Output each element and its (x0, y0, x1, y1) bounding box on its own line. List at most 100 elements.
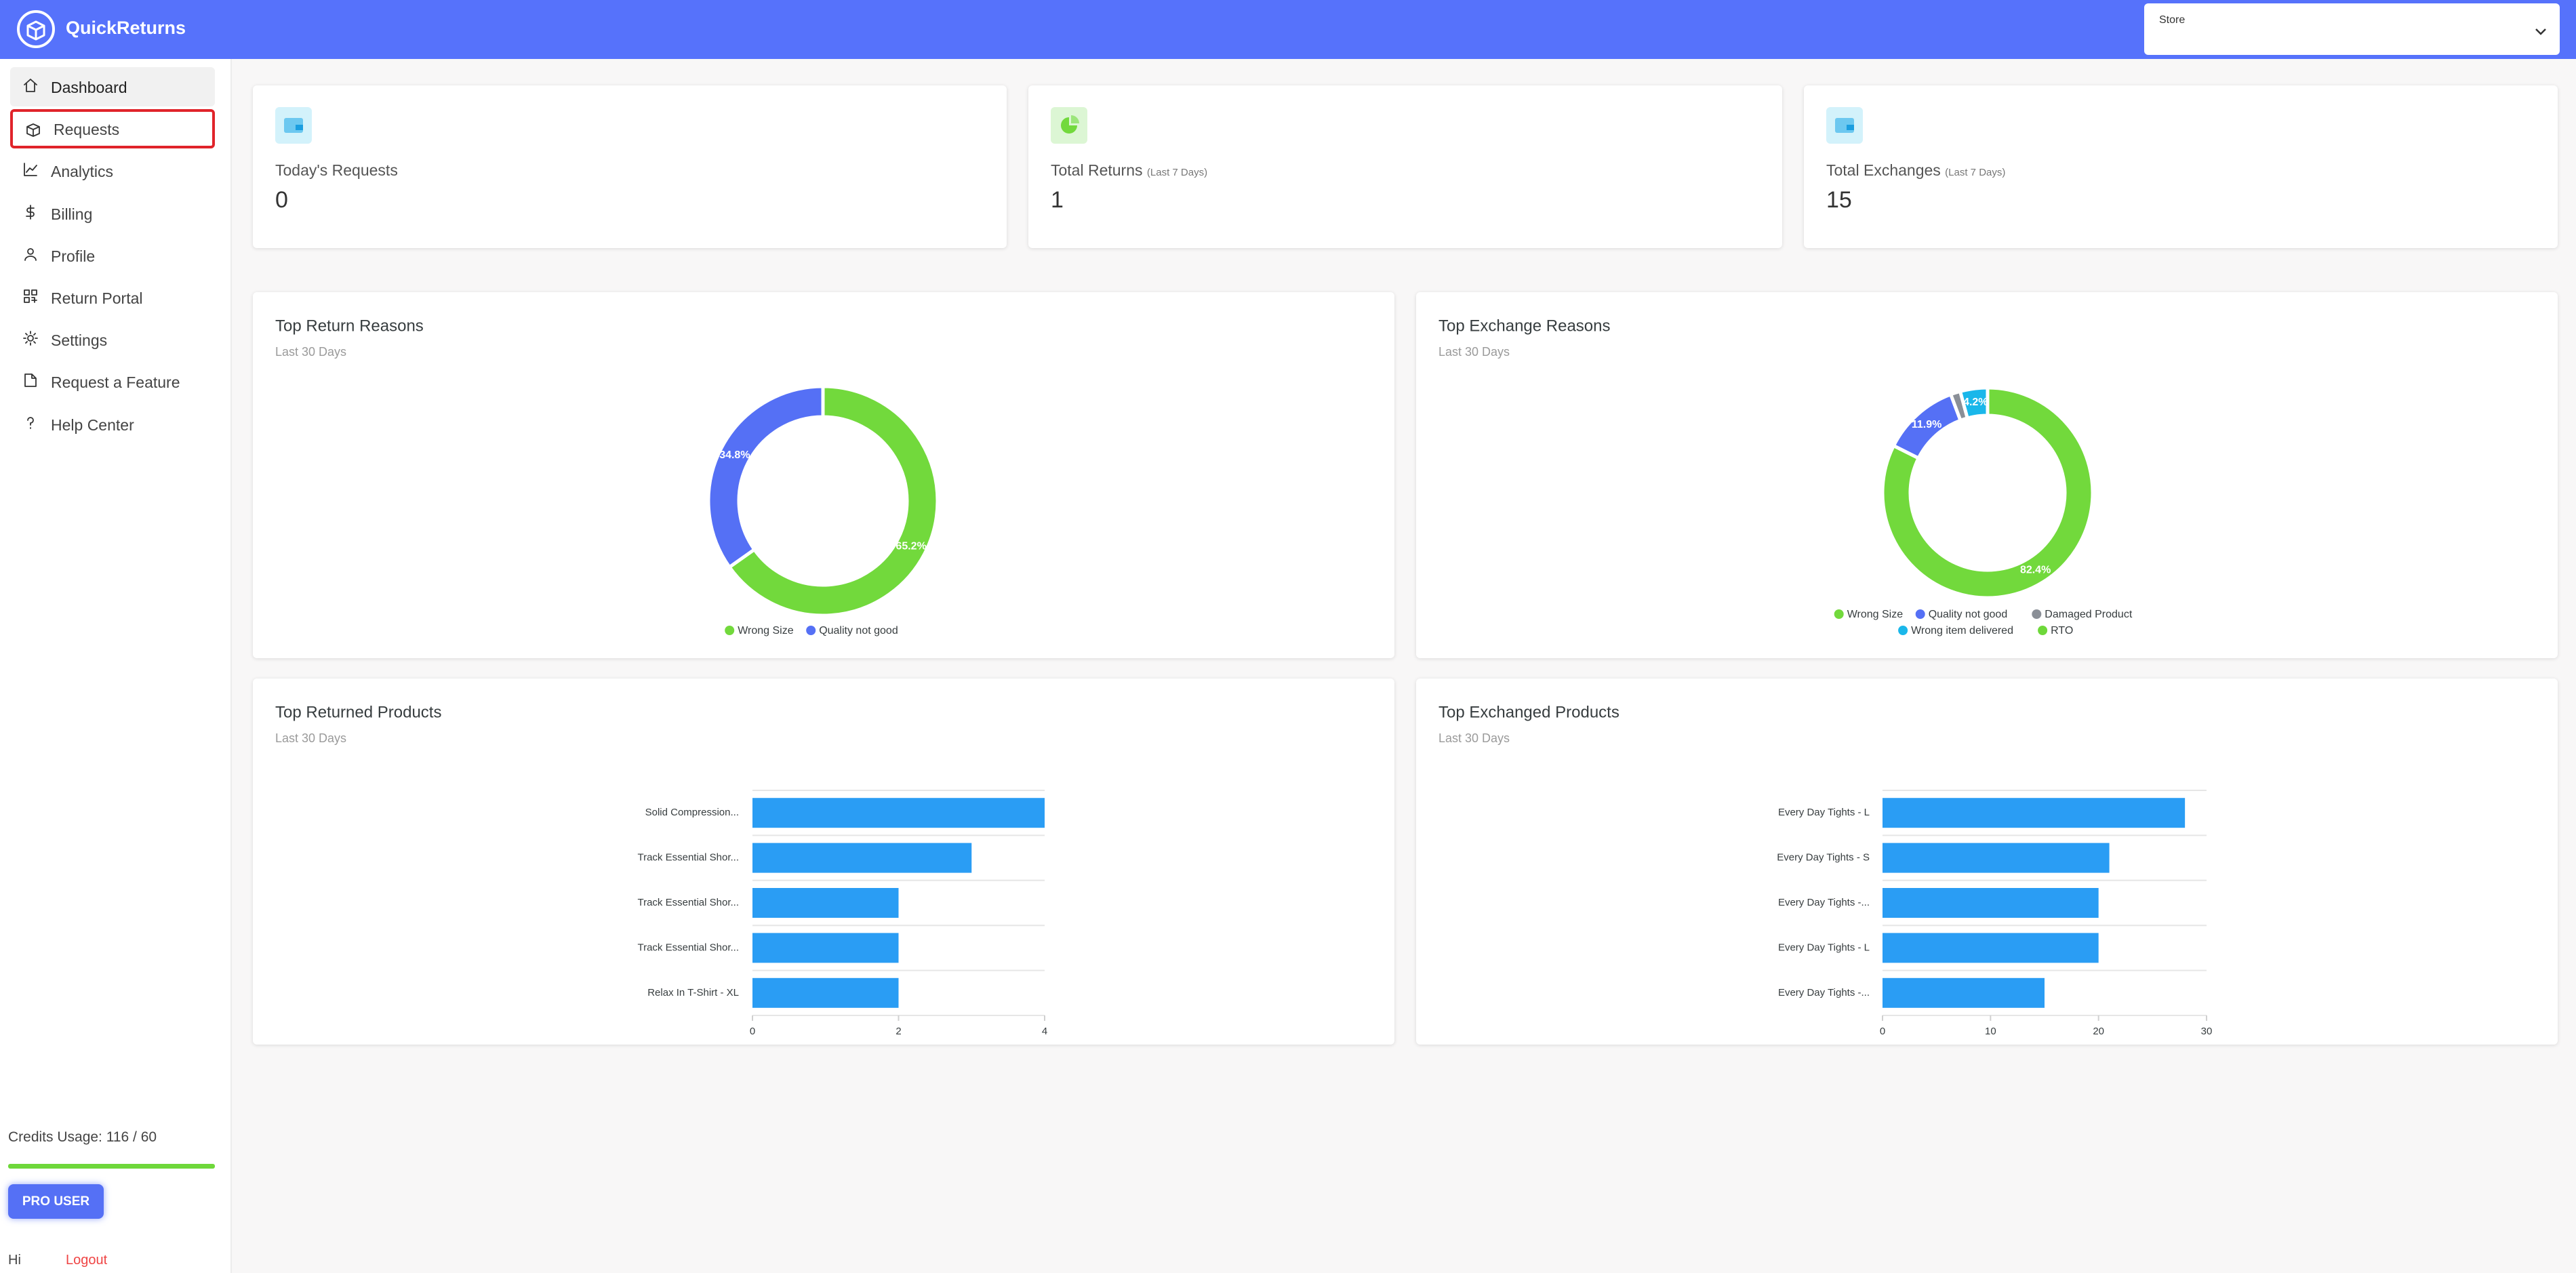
x-tick-label: 30 (2201, 1026, 2213, 1037)
y-tick-label: Solid Compression... (645, 807, 739, 818)
nav-item[interactable]: Profile (10, 236, 215, 275)
bar (752, 843, 972, 873)
x-tick-label: 20 (2093, 1026, 2104, 1037)
y-tick-label: Every Day Tights - L (1778, 807, 1870, 818)
legend-marker (2038, 626, 2048, 635)
nav-item[interactable]: Return Portal (10, 278, 215, 317)
stat-note: (Last 7 Days) (1945, 167, 2006, 178)
nav-icon (26, 204, 35, 220)
bar (1883, 798, 2186, 828)
greeting: Hi (8, 1253, 21, 1268)
y-tick-label: Every Day Tights - S (1777, 852, 1870, 864)
stat-value: 15 (1826, 187, 1852, 213)
chart-card: Top Return Reasons Last 30 Days 65.2% 34.8%… (253, 292, 1394, 658)
svg: Top Returned Products Last 30 Days Solid C… (275, 703, 1047, 1037)
nav-item[interactable]: Help Center (10, 405, 215, 444)
donut-label: 34.8% (719, 449, 750, 461)
bar (752, 977, 899, 1008)
x-tick-label: 10 (1985, 1026, 1996, 1037)
chart-title: Top Exchange Reasons (1438, 317, 1611, 335)
stat-title-text: Total Returns (1051, 161, 1143, 179)
nav-item[interactable]: Settings (10, 320, 215, 359)
legend-label: Quality not good (819, 625, 898, 636)
legend-label: Wrong item delivered (1911, 625, 2013, 636)
legend-label: Damaged Product (2045, 609, 2133, 620)
chart-subtitle: Last 30 Days (275, 731, 346, 745)
nav-item[interactable]: Requests (10, 109, 215, 149)
nav-item[interactable]: Request a Feature (10, 362, 215, 401)
donut-slice (1880, 386, 2095, 600)
icon-box (1847, 125, 1854, 130)
pro-user-button[interactable]: PRO USER (8, 1184, 104, 1219)
nav-icon (26, 123, 40, 138)
sidebar: Dashboard Requests Analytics Billing Profile… (0, 59, 232, 1273)
nav-icon (24, 289, 37, 303)
nav-icon (24, 247, 37, 261)
y-tick-label: Every Day Tights -... (1778, 987, 1870, 998)
y-tick-label: Track Essential Shor... (637, 852, 739, 864)
svg (1835, 118, 1854, 133)
chart-title: Top Return Reasons (275, 317, 424, 335)
stat-title: Total Exchanges (Last 7 Days) (1826, 161, 2005, 180)
svg (2535, 28, 2546, 35)
nav-label: Help Center (51, 416, 134, 434)
legend-marker (1834, 609, 1844, 619)
stat-title: Today's Requests (275, 161, 398, 180)
bar (752, 933, 899, 963)
nav-item[interactable]: Dashboard (10, 67, 215, 106)
svg (24, 373, 37, 388)
nav-label: Settings (51, 331, 108, 350)
svg (24, 247, 37, 261)
nav-label: Request a Feature (51, 373, 180, 392)
stat-value: 0 (275, 187, 288, 213)
svg (27, 416, 34, 429)
store-label: Store (2159, 14, 2186, 26)
svg: Top Exchange Reasons Last 30 Days 82.4% 11.… (1438, 317, 2133, 636)
donut-slice (706, 384, 825, 570)
legend-marker (725, 626, 735, 635)
credits-bar (8, 1164, 215, 1169)
stat-title: Total Returns (Last 7 Days) (1051, 161, 1207, 180)
bar (1883, 977, 2045, 1008)
legend-marker (2032, 609, 2042, 619)
credits-usage: Credits Usage: 116 / 60 (8, 1129, 157, 1145)
store-dropdown[interactable]: Store (2144, 3, 2560, 55)
bar (1883, 843, 2110, 873)
nav-icon (24, 79, 37, 92)
svg: Top Return Reasons Last 30 Days 65.2% 34.8%… (275, 317, 940, 636)
svg (17, 10, 55, 48)
nav-item[interactable]: Analytics (10, 151, 215, 190)
stat-icon (275, 107, 312, 144)
nav-icon (23, 331, 38, 346)
stat-card: Total Returns (Last 7 Days) 1 (1028, 85, 1782, 248)
nav-item[interactable]: Billing (10, 194, 215, 233)
svg: Top Exchanged Products Last 30 Days Every … (1438, 703, 2213, 1037)
chart-card: Top Exchange Reasons Last 30 Days 82.4% 11.… (1416, 292, 2558, 658)
logo-ring (17, 10, 55, 48)
legend-marker (1898, 626, 1908, 635)
nav-label: Requests (54, 121, 120, 139)
y-tick-label: Track Essential Shor... (637, 942, 739, 953)
logout[interactable]: Logout (66, 1253, 108, 1268)
bar (752, 888, 899, 918)
legend-label: Quality not good (1929, 609, 2008, 620)
nav-icon (24, 373, 37, 388)
donut-slice (727, 384, 940, 618)
svg (1061, 115, 1079, 134)
svg (26, 123, 40, 138)
svg (24, 163, 37, 177)
icon-box (296, 125, 303, 130)
icon-pie (1061, 117, 1077, 134)
y-tick-label: Track Essential Shor... (637, 897, 739, 908)
legend-label: Wrong Size (738, 625, 794, 636)
svg (26, 204, 35, 220)
svg (24, 289, 37, 303)
stat-title-text: Today's Requests (275, 161, 398, 179)
chart-title: Top Exchanged Products (1438, 703, 1619, 721)
nav-label: Analytics (51, 163, 114, 181)
y-tick-label: Relax In T-Shirt - XL (647, 987, 739, 998)
x-tick-label: 4 (1042, 1026, 1047, 1037)
brand: QuickReturns (66, 18, 186, 38)
chart-subtitle: Last 30 Days (1438, 731, 1510, 745)
